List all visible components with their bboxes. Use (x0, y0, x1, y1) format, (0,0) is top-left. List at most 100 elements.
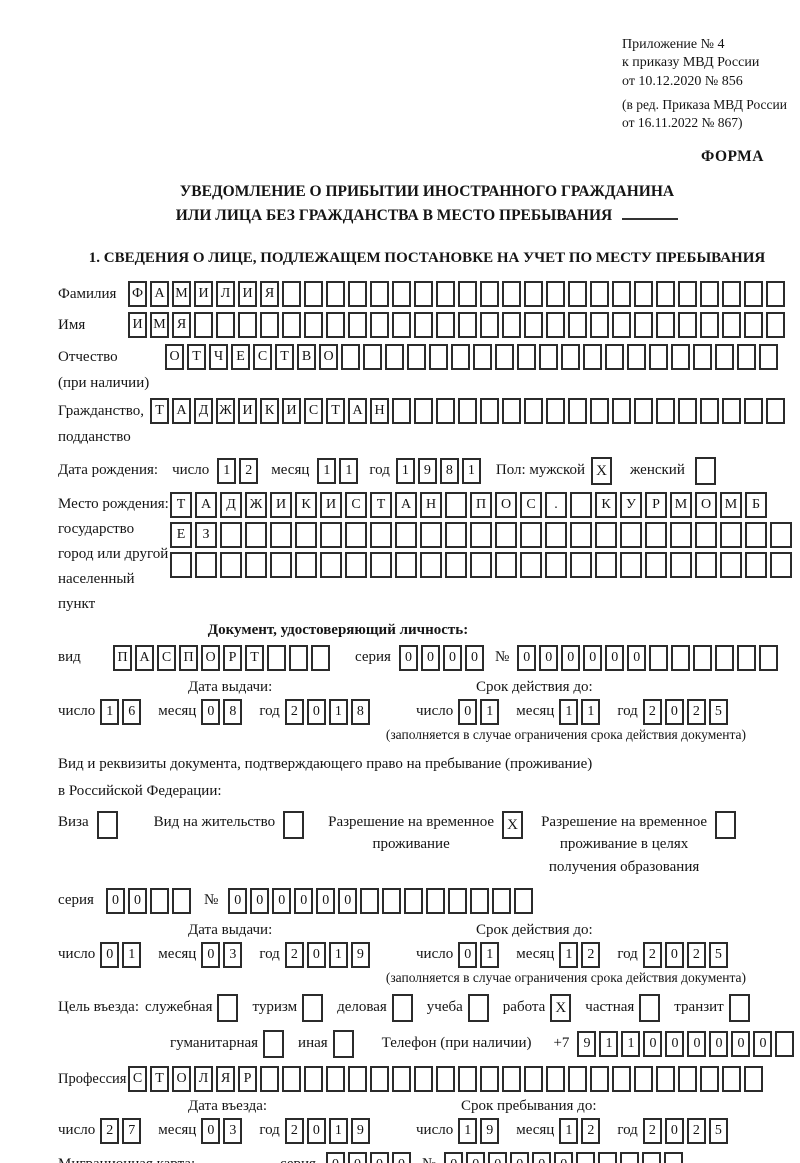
char-box (759, 343, 778, 370)
permit-valid-note: (заполняется в случае ограничения срока … (385, 970, 746, 985)
migration-card-label: Миграционная карта: (58, 1155, 280, 1163)
char-box: С (128, 1066, 147, 1092)
char-box: Л (194, 1066, 213, 1092)
char-box: О (695, 491, 717, 518)
sex-male-label: Пол: мужской (495, 461, 586, 478)
char-box (392, 398, 411, 425)
permit-issue-heading: Дата выдачи: (188, 922, 273, 938)
char-box (720, 521, 742, 548)
char-box: 0 (627, 644, 647, 671)
char-box (480, 1066, 499, 1092)
char-box: 2 (581, 942, 601, 968)
surname-label: Фамилия (58, 286, 117, 303)
char-box: 0 (731, 1031, 751, 1057)
char-box (370, 551, 392, 578)
birth-place-block: Место рождения: государство город или др… (58, 491, 796, 618)
purpose-work-checkbox: X (550, 994, 572, 1022)
char-box (502, 281, 521, 308)
char-box: 2 (284, 698, 304, 725)
char-box (766, 312, 785, 339)
char-box (693, 644, 713, 671)
char-box: 1 (581, 698, 601, 725)
char-box: 0 (539, 644, 559, 671)
char-box: 2 (100, 1118, 120, 1144)
char-box: 0 (464, 644, 484, 671)
char-box (645, 551, 667, 578)
char-box: 0 (709, 1031, 729, 1057)
char-box: 0 (272, 888, 292, 914)
char-box: 0 (510, 1152, 530, 1163)
char-box: 1 (339, 457, 359, 484)
char-box: О (165, 343, 184, 370)
char-box (678, 281, 697, 308)
char-box (220, 551, 242, 578)
section1-heading: 1. СВЕДЕНИЯ О ЛИЦЕ, ПОДЛЕЖАЩЕМ ПОСТАНОВК… (88, 250, 766, 267)
char-box (770, 551, 792, 578)
char-box (517, 343, 536, 370)
char-box (436, 281, 455, 308)
char-box (620, 521, 642, 548)
char-box: 0 (306, 942, 326, 968)
char-box: 0 (664, 942, 684, 968)
char-box (171, 888, 191, 914)
char-box (649, 343, 668, 370)
visit-purpose-row-1: Цель въезда: служебная туризм деловая уч… (58, 994, 796, 1022)
purpose-transit-checkbox (728, 994, 750, 1022)
visit-purpose-row-2: гуманитарная иная Телефон (при наличии) … (170, 1030, 796, 1058)
char-box: 0 (664, 698, 684, 725)
char-box (520, 551, 542, 578)
char-box: 0 (316, 888, 336, 914)
char-box (590, 1066, 609, 1092)
sex-male-checkbox: X (591, 456, 613, 485)
char-box: 0 (398, 644, 418, 671)
char-box: Ж (245, 491, 267, 518)
char-box: 0 (643, 1031, 663, 1057)
char-box: Е (170, 521, 192, 548)
char-box: Р (223, 644, 242, 671)
visa-checkbox (96, 810, 118, 839)
char-box (656, 1066, 675, 1092)
char-box: 0 (458, 942, 478, 968)
char-box: 2 (686, 1118, 706, 1144)
char-box: О (201, 644, 220, 671)
char-box (470, 551, 492, 578)
char-box (766, 398, 785, 425)
stay-permit-intro-2: в Российской Федерации: (58, 782, 222, 799)
char-box: 2 (284, 942, 304, 968)
char-box (395, 551, 417, 578)
char-box (289, 644, 308, 671)
purpose-tourism-checkbox (302, 994, 324, 1022)
char-box (282, 1066, 301, 1092)
char-box: 0 (420, 644, 440, 671)
char-box: Т (170, 491, 192, 518)
char-box (502, 312, 521, 339)
char-box (195, 551, 217, 578)
char-box (382, 888, 402, 914)
permit-valid-heading: Срок действия до: (476, 922, 593, 938)
char-box: Н (370, 398, 389, 425)
phone-label: Телефон (при наличии) (381, 1035, 532, 1052)
char-box (458, 312, 477, 339)
char-box (745, 521, 767, 548)
char-box (420, 521, 442, 548)
char-box (671, 644, 691, 671)
char-box: 0 (228, 888, 248, 914)
char-box (722, 398, 741, 425)
char-box: 0 (554, 1152, 574, 1163)
char-box (392, 1066, 411, 1092)
char-box (495, 551, 517, 578)
char-box: Я (260, 281, 279, 308)
edition-line: от 16.11.2022 № 867) (622, 115, 743, 131)
